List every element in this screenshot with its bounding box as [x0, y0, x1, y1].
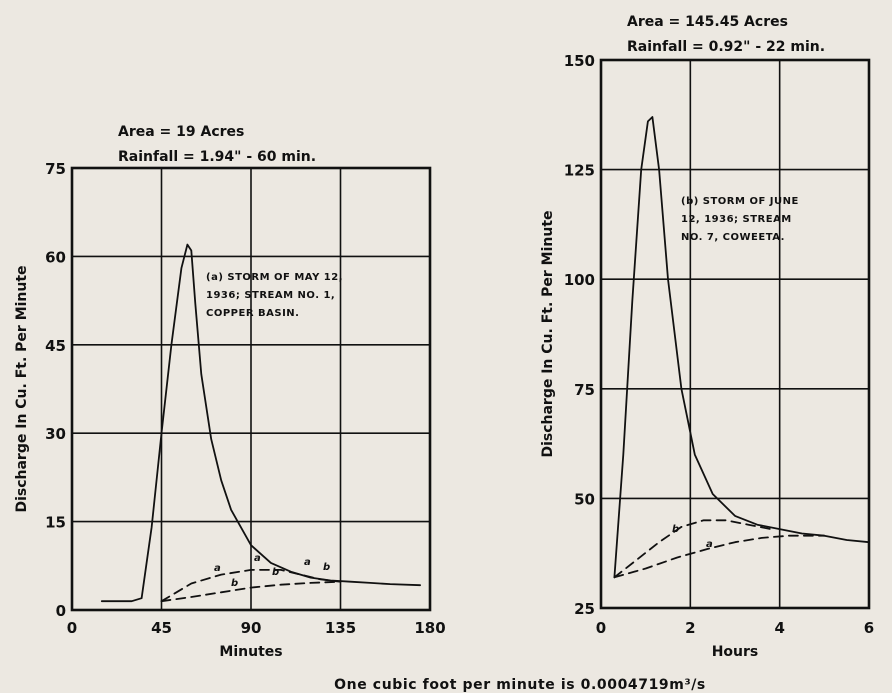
x-tick-label: 135 — [325, 619, 356, 637]
storm-annotation-line: 12, 1936; STREAM — [681, 214, 792, 225]
series-line-dashed — [613, 519, 772, 579]
x-tick-label: 6 — [864, 619, 874, 637]
x-tick-label: 4 — [774, 619, 784, 637]
y-tick-label: 25 — [574, 600, 595, 618]
x-tick-label: 0 — [67, 619, 77, 637]
storm-annotation-line: NO. 7, COWEETA. — [681, 232, 785, 243]
chart-b: 25 50 75 100 125 150 0 2 4 6 Hours Discharge In Cu.… — [540, 14, 874, 660]
curve-label: b — [272, 567, 279, 578]
y-tick-label: 75 — [574, 381, 595, 399]
y-tick-label: 150 — [564, 52, 595, 70]
y-tick-label: 50 — [574, 490, 595, 508]
x-tick-label: 2 — [685, 619, 695, 637]
footer-note: One cubic foot per minute is 0.0004719m³… — [334, 677, 706, 693]
y-axis-label: Discharge In Cu. Ft. Per Minute — [540, 210, 556, 457]
curve-label: b — [672, 524, 679, 535]
y-tick-label: 45 — [45, 337, 66, 355]
x-axis-label: Hours — [712, 644, 759, 660]
chart-header-line: Rainfall = 1.94" - 60 min. — [118, 149, 316, 165]
series-line-dashed — [160, 569, 342, 603]
chart-a: 0 15 30 45 60 75 0 45 90 135 180 Minutes Discharge I… — [14, 124, 446, 660]
x-tick-label: 180 — [414, 619, 445, 637]
y-tick-label: 30 — [45, 425, 66, 443]
y-tick-label: 125 — [564, 162, 595, 180]
y-tick-label: 75 — [45, 160, 66, 178]
x-tick-label: 45 — [151, 619, 172, 637]
plot-frame — [599, 58, 871, 610]
curve-label: b — [323, 562, 330, 573]
y-axis-label: Discharge In Cu. Ft. Per Minute — [14, 265, 30, 512]
storm-annotation-line: (b) STORM OF JUNE — [681, 196, 799, 207]
storm-annotation-line: COPPER BASIN. — [206, 308, 299, 319]
chart-header-line: Area = 19 Acres — [118, 124, 244, 140]
storm-annotation-line: 1936; STREAM NO. 1, — [206, 290, 335, 301]
curve-label: a — [254, 553, 261, 564]
curve-label: a — [214, 563, 221, 574]
chart-header-line: Area = 145.45 Acres — [627, 14, 788, 30]
y-tick-label: 15 — [45, 514, 66, 532]
chart-header-line: Rainfall = 0.92" - 22 min. — [627, 39, 825, 55]
x-tick-label: 90 — [241, 619, 262, 637]
storm-annotation-line: (a) STORM OF MAY 12, — [206, 272, 343, 283]
plot-frame — [70, 166, 432, 612]
y-tick-label: 60 — [45, 248, 66, 266]
y-tick-label: 100 — [564, 271, 595, 289]
curve-label: a — [304, 557, 311, 568]
curve-label: b — [231, 578, 238, 589]
x-axis-label: Minutes — [219, 644, 282, 660]
x-tick-label: 0 — [596, 619, 606, 637]
series-line-solid — [613, 116, 870, 579]
curve-label: a — [706, 539, 713, 550]
y-tick-label: 0 — [56, 602, 66, 620]
series-line-dashed — [160, 580, 342, 603]
series-line-dashed — [613, 534, 826, 579]
